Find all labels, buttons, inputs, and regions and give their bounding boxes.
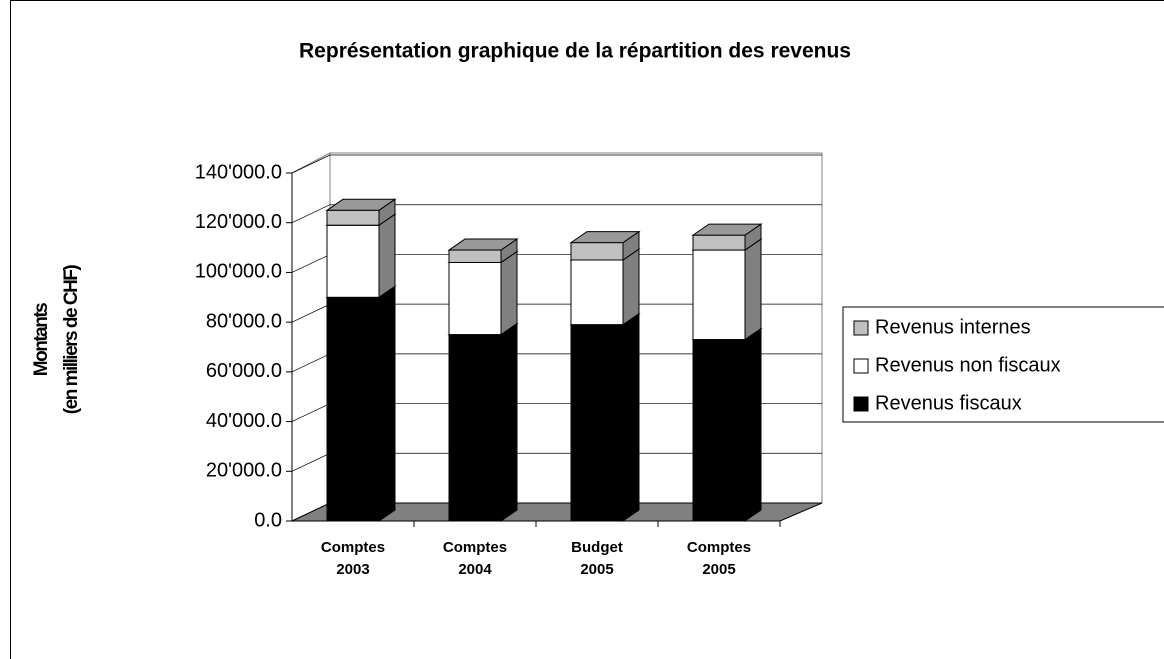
y-tick-label: 0.0	[254, 509, 282, 531]
bar	[326, 224, 380, 298]
y-tick-label: 40'000.0	[206, 410, 282, 432]
grid-line	[291, 204, 822, 224]
y-tick-label: 140'000.0	[195, 161, 282, 183]
x-tick-label: Comptes 2003	[321, 539, 385, 578]
bar	[570, 324, 624, 522]
y-tick-label: 60'000.0	[206, 360, 282, 382]
bar-side	[378, 285, 396, 522]
bar-side	[500, 322, 518, 522]
bar-top	[447, 238, 519, 251]
x-tick-label: Comptes 2005	[687, 539, 751, 578]
bar-top	[325, 198, 397, 211]
x-tick-label: Budget 2005	[571, 539, 623, 578]
bar-side	[744, 327, 762, 522]
bar	[692, 249, 746, 341]
bar-side	[500, 250, 518, 336]
legend-box	[842, 306, 1164, 423]
bar-side	[622, 248, 640, 326]
y-axis-label: (en milliers de CHF)	[61, 265, 82, 415]
y-tick-label: 20'000.0	[206, 460, 282, 482]
bar-top	[691, 223, 763, 236]
bar	[570, 242, 624, 261]
bar-side	[622, 312, 640, 522]
legend-swatch	[853, 396, 869, 412]
bar	[692, 234, 746, 251]
y-tick-label: 100'000.0	[195, 261, 282, 283]
grid-line	[291, 154, 822, 174]
legend-swatch	[853, 358, 869, 374]
legend-label: Revenus internes	[875, 316, 1031, 338]
legend-label: Revenus fiscaux	[875, 392, 1022, 414]
bar	[448, 261, 502, 336]
bar-side	[744, 238, 762, 341]
bar	[448, 249, 502, 263]
bar-top	[569, 231, 641, 244]
y-tick-label: 120'000.0	[195, 211, 282, 233]
y-axis-label: Montants	[31, 303, 52, 376]
y-tick-label: 80'000.0	[206, 310, 282, 332]
bar	[570, 259, 624, 326]
legend-swatch	[853, 320, 869, 336]
bar	[326, 296, 380, 522]
bar-side	[378, 213, 396, 299]
bar	[448, 334, 502, 522]
legend-label: Revenus non fiscaux	[875, 354, 1061, 376]
x-tick-label: Comptes 2004	[443, 539, 507, 578]
bar	[326, 209, 380, 226]
chart-title: Représentation graphique de la répartiti…	[299, 40, 851, 63]
bar	[692, 339, 746, 522]
side-wall	[291, 152, 331, 522]
